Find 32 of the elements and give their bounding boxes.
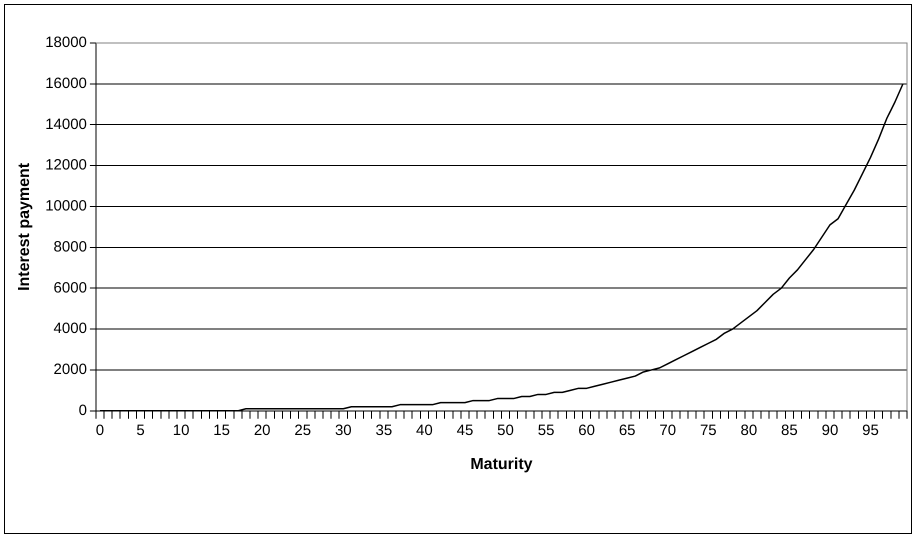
y-tick-label: 8000 [54,238,87,256]
y-tick-label: 6000 [54,279,87,296]
y-tick-label: 0 [78,402,87,419]
x-tick-label: 85 [781,422,798,439]
x-tick-label: 55 [538,422,554,439]
x-tick-label: 95 [862,422,879,439]
x-tick-label: 15 [213,422,230,439]
x-tick-label: 40 [416,422,433,439]
x-tick-label: 5 [136,422,145,439]
x-tick-label: 60 [578,422,595,439]
x-tick-label: 0 [96,422,104,439]
x-tick-label: 70 [659,422,676,439]
y-tick-label: 12000 [45,156,87,174]
y-tick-label: 10000 [45,198,87,215]
x-tick-label: 75 [700,422,717,439]
y-tick-label: 18000 [45,34,87,52]
y-tick-label: 4000 [54,320,87,338]
x-tick-label: 45 [456,422,474,439]
x-tick-label: 50 [497,422,514,439]
y-tick-label: 2000 [54,361,87,378]
x-tick-label: 20 [254,422,271,439]
x-tick-label: 10 [172,422,190,439]
x-axis-title: Maturity [470,456,533,473]
x-tick-label: 30 [334,422,352,439]
x-tick-label: 90 [822,422,838,439]
x-tick-label: 25 [294,422,312,439]
y-axis-title: Interest payment [16,162,34,291]
x-tick-label: 65 [618,422,636,439]
y-tick-label: 14000 [45,116,87,133]
x-tick-label: 35 [376,422,392,439]
x-tick-label: 80 [740,422,758,439]
y-tick-label: 16000 [45,75,87,92]
